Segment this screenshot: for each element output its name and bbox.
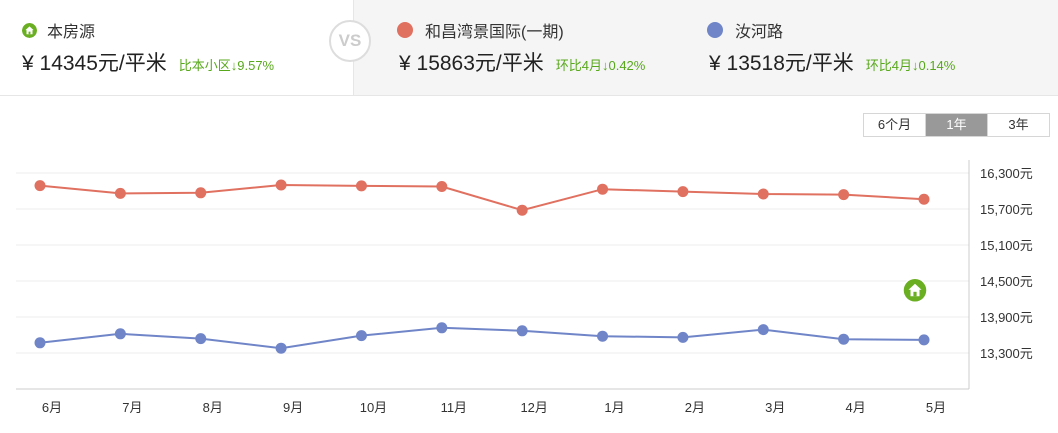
y-tick-label: 13,900元 [980, 310, 1033, 325]
red-series-point [516, 204, 528, 216]
comparison-2-title-row: 汝河路 [707, 18, 783, 42]
own-listing-title-row: 本房源 [22, 18, 95, 42]
blue-series-point [195, 333, 207, 345]
blue-series-point [677, 331, 689, 343]
x-tick-label: 3月 [765, 400, 785, 415]
red-series-point [597, 183, 609, 195]
red-series-dot [397, 22, 413, 38]
home-icon [902, 277, 928, 304]
comparison-1-title: 和昌湾景国际(一期) [425, 24, 564, 41]
own-listing-price: ¥ 14345元/平米 [22, 52, 167, 75]
vs-badge: VS [329, 20, 371, 62]
x-tick-label: 5月 [926, 400, 946, 415]
y-tick-label: 13,300元 [980, 346, 1033, 361]
home-icon [22, 22, 37, 38]
blue-series-point [597, 330, 609, 342]
tab-1-year[interactable]: 1年 [926, 114, 988, 136]
comparison-panel: 和昌湾景国际(一期) ¥ 15863元/平米 环比4月↓0.42% 汝河路 ¥ … [353, 0, 1058, 95]
blue-series-line [39, 326, 925, 350]
range-tabs: 6个月 1年 3年 [863, 113, 1050, 137]
blue-series-point [918, 334, 930, 346]
x-tick-label: 6月 [42, 400, 62, 415]
blue-series-point [436, 322, 448, 334]
y-tick-label: 16,300元 [980, 166, 1033, 181]
tab-6-months[interactable]: 6个月 [864, 114, 926, 136]
comparison-2-title: 汝河路 [735, 24, 784, 41]
comparison-1-title-row: 和昌湾景国际(一期) [397, 18, 564, 42]
blue-series-point [275, 342, 287, 354]
x-tick-label: 12月 [520, 400, 547, 415]
blue-series-point [838, 333, 850, 345]
red-series-point [355, 180, 367, 192]
red-series-point [677, 186, 689, 198]
x-tick-label: 2月 [685, 400, 705, 415]
red-series-point [757, 188, 769, 200]
blue-series-dot [707, 22, 723, 38]
blue-series-point [34, 337, 46, 349]
red-series-point [275, 179, 287, 191]
own-listing-panel: 本房源 ¥ 14345元/平米 比本小区↓9.57% [0, 0, 353, 95]
y-tick-label: 15,700元 [980, 202, 1033, 217]
comparison-2-price: ¥ 13518元/平米 [709, 52, 854, 75]
red-series-line [39, 183, 925, 212]
x-tick-label: 4月 [846, 400, 866, 415]
own-listing-title: 本房源 [47, 24, 96, 41]
x-tick-label: 10月 [360, 400, 387, 415]
red-series-point [436, 181, 448, 192]
own-listing-price-row: ¥ 14345元/平米 比本小区↓9.57% [22, 47, 274, 77]
x-tick-label: 11月 [441, 400, 468, 415]
comparison-1-price: ¥ 15863元/平米 [399, 52, 544, 75]
x-tick-label: 1月 [604, 400, 624, 415]
x-tick-label: 7月 [122, 400, 142, 415]
x-tick-label: 9月 [283, 400, 303, 415]
comparison-2-compare: 环比4月↓0.14% [865, 58, 956, 73]
x-tick-label: 8月 [203, 400, 223, 415]
y-tick-label: 15,100元 [980, 238, 1033, 253]
comparison-header: 本房源 ¥ 14345元/平米 比本小区↓9.57% 和昌湾景国际(一期) ¥ … [0, 0, 1058, 96]
price-trend-chart: 16,300元 15,700元 15,100元 14,500元 13,900元 13,30… [16, 160, 1033, 415]
tab-3-years[interactable]: 3年 [988, 114, 1049, 136]
blue-series-point [516, 325, 528, 337]
red-series-point [918, 193, 930, 205]
comparison-2-price-row: ¥ 13518元/平米 环比4月↓0.14% [709, 47, 955, 77]
blue-series-point [355, 330, 367, 342]
red-series-point [34, 180, 46, 192]
blue-series-point [114, 328, 126, 340]
red-series-point [114, 187, 126, 199]
comparison-1-price-row: ¥ 15863元/平米 环比4月↓0.42% [399, 47, 645, 77]
blue-series-point [757, 324, 769, 336]
red-series-point [838, 189, 850, 201]
red-series-point [195, 187, 207, 199]
own-listing-compare: 比本小区↓9.57% [178, 58, 275, 73]
y-tick-label: 14,500元 [980, 274, 1033, 289]
comparison-1-compare: 环比4月↓0.42% [555, 58, 646, 73]
